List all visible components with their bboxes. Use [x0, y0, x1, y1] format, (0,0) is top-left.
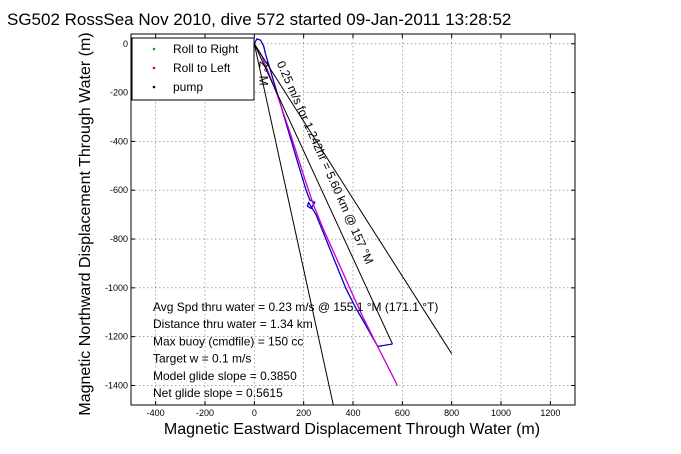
x-tick-label: 1200	[540, 408, 560, 418]
annotation-line: Max buoy (cmdfile) = 150 cc	[153, 334, 303, 348]
y-tick-label: -400	[110, 136, 128, 146]
grid-layer	[131, 34, 575, 405]
legend-entry-label: Roll to Left	[173, 61, 231, 75]
annotation-line: Distance thru water = 1.34 km	[153, 317, 313, 331]
annotation-line: Model glide slope = 0.3850	[153, 369, 297, 383]
y-tick-label: -1400	[105, 380, 128, 390]
annotation-line: Net glide slope = 0.5615	[153, 386, 283, 400]
y-tick-label: -1000	[105, 283, 128, 293]
x-tick-label: 1000	[491, 408, 511, 418]
y-tick-label: 0	[123, 39, 128, 49]
annotation-line: Target w = 0.1 m/s	[153, 352, 251, 366]
rotated-label-layer: 0.25 m/s for 1.242hr = 5.60 km @ 157 °M2…	[256, 59, 376, 266]
y-tick-label: -800	[110, 234, 128, 244]
series-track-magenta	[253, 43, 398, 386]
x-tick-label: 0	[252, 408, 257, 418]
tick-layer: -400 -200 0 200 400 600 800 1000 1200 0 -200 -400 -6…	[105, 34, 575, 418]
legend-marker	[152, 66, 156, 70]
series-track-blue	[253, 38, 393, 348]
rotated-label: 2° M	[256, 61, 270, 86]
legend-marker	[152, 47, 156, 51]
x-tick-label: 200	[296, 408, 311, 418]
x-tick-label: -400	[147, 408, 165, 418]
y-tick-label: -200	[110, 88, 128, 98]
series-heading-line-left	[253, 43, 334, 406]
x-tick-label: 400	[345, 408, 360, 418]
annotation-line: Avg Spd thru water = 0.23 m/s @ 155.1 °M…	[153, 300, 438, 314]
annotation-layer: Avg Spd thru water = 0.23 m/s @ 155.1 °M…	[153, 300, 438, 400]
legend-box	[131, 37, 255, 101]
legend-entry-label: pump	[173, 80, 203, 94]
rotated-label: 0.25 m/s for 1.242hr = 5.60 km @ 157 °M	[274, 59, 377, 266]
x-tick-label: -200	[196, 408, 214, 418]
y-axis-label: Magnetic Northward Displacement Through …	[77, 32, 94, 415]
x-tick-label: 600	[395, 408, 410, 418]
series-layer	[253, 38, 453, 406]
x-axis-label: Magnetic Eastward Displacement Through W…	[164, 421, 540, 438]
chart-title: SG502 RossSea Nov 2010, dive 572 started…	[7, 10, 511, 29]
x-tick-label: 800	[444, 408, 459, 418]
series-heading-line-right	[253, 43, 453, 354]
legend-entry-label: Roll to Right	[173, 42, 239, 56]
legend-marker	[152, 85, 156, 89]
y-tick-label: -1200	[105, 332, 128, 342]
series-heading-line-center	[253, 43, 393, 345]
y-tick-label: -600	[110, 185, 128, 195]
legend: Roll to Right Roll to Left pump	[131, 37, 255, 101]
